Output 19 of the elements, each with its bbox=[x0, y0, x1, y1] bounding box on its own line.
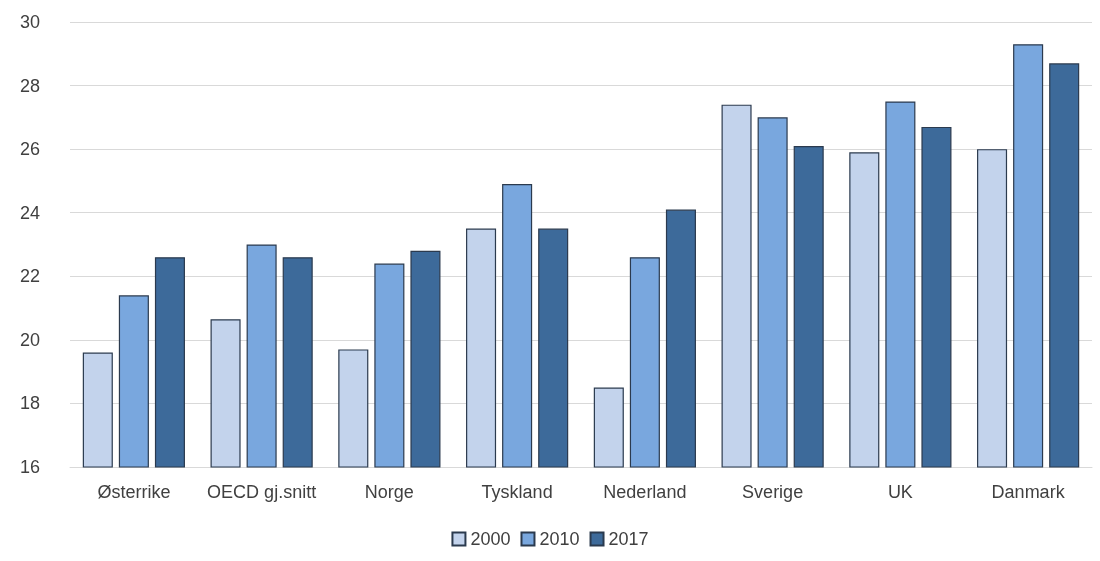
x-tick-label: Tyskland bbox=[481, 482, 553, 502]
y-tick-label: 26 bbox=[19, 139, 40, 160]
legend-label: 2017 bbox=[608, 529, 649, 549]
x-tick-label: OECD gj.snitt bbox=[207, 482, 317, 502]
y-tick-label: 18 bbox=[19, 393, 40, 414]
y-tick-label: 24 bbox=[19, 202, 40, 223]
x-tick-label: Østerrike bbox=[97, 482, 171, 502]
legend-label: 2000 bbox=[470, 529, 511, 549]
x-tick-label: Nederland bbox=[603, 482, 687, 502]
y-tick-label: 22 bbox=[19, 266, 40, 287]
x-tick-label: Norge bbox=[364, 482, 414, 502]
y-tick-label: 20 bbox=[19, 329, 40, 350]
legend-label: 2010 bbox=[539, 529, 580, 549]
x-tick-label: Danmark bbox=[991, 482, 1066, 502]
x-tick-label: Sverige bbox=[742, 482, 804, 502]
y-tick-label: 30 bbox=[19, 12, 40, 32]
x-tick-label: UK bbox=[887, 482, 913, 502]
y-tick-label: 16 bbox=[19, 457, 40, 477]
y-tick-label: 28 bbox=[19, 75, 40, 96]
